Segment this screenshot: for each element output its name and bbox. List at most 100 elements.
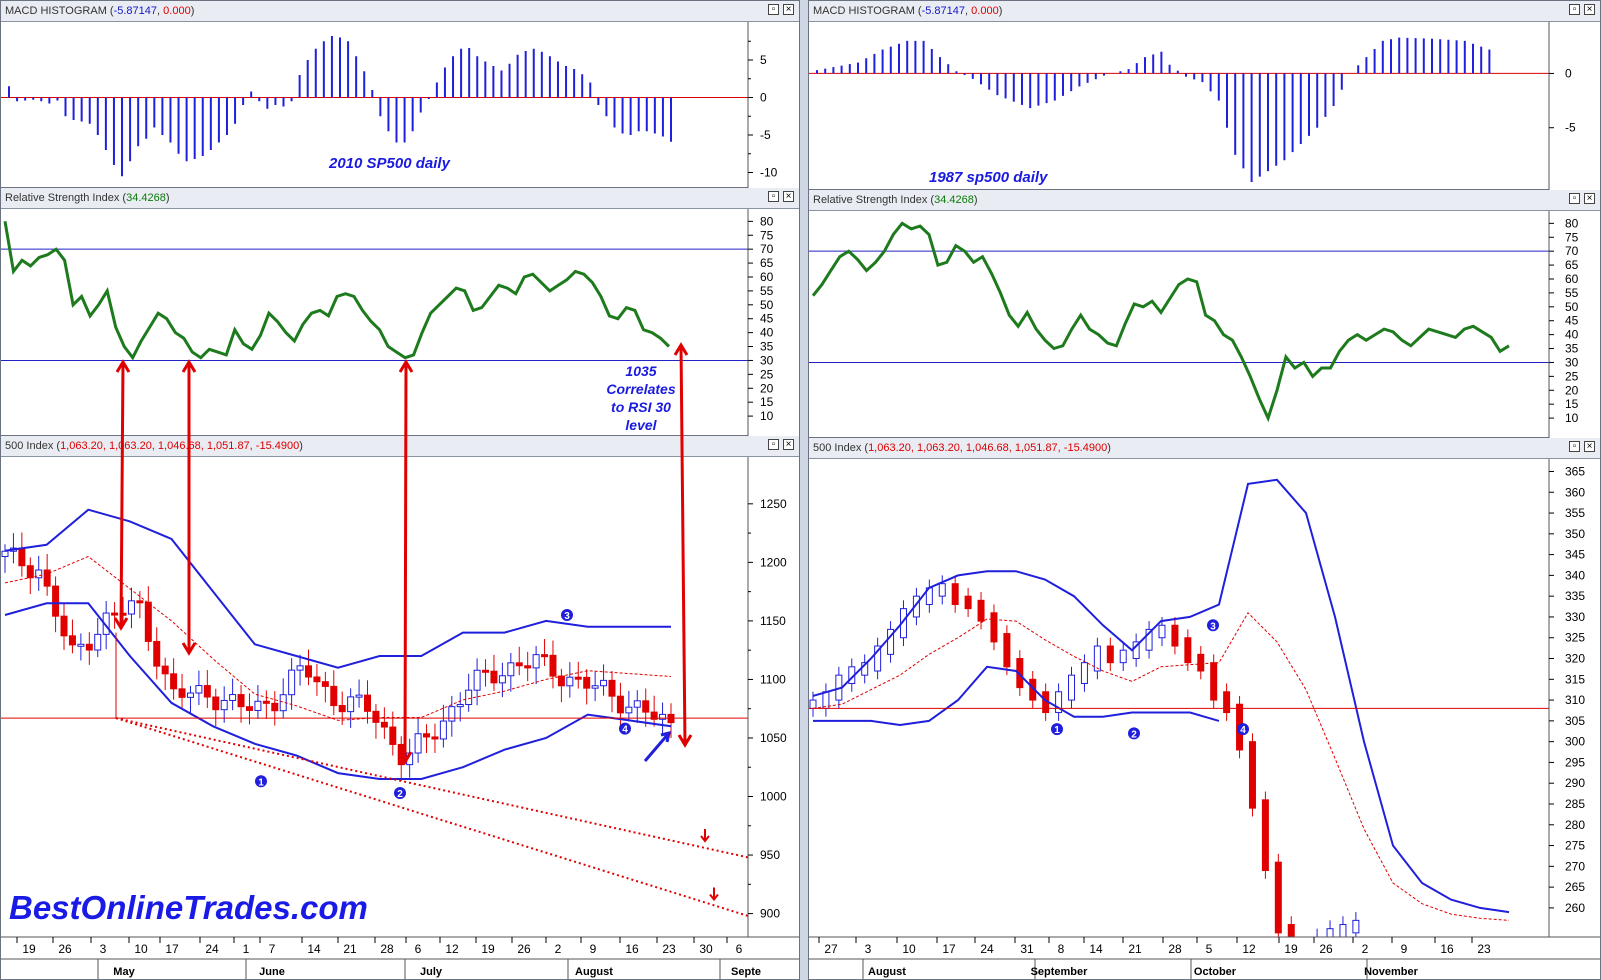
- chart-annotation-line: to RSI 30: [611, 399, 671, 415]
- date-label: 5: [1206, 942, 1213, 956]
- date-label: 17: [165, 942, 179, 956]
- y-tick-label: 15: [760, 395, 774, 409]
- candle-body: [304, 665, 312, 678]
- candle-body: [887, 628, 895, 655]
- date-label: 30: [699, 942, 713, 956]
- candle-body: [380, 721, 388, 728]
- restore-icon[interactable]: ▫: [1569, 4, 1580, 15]
- y-tick-label: 65: [1565, 258, 1579, 272]
- left-price-title: 500 Index (1,063.20, 1,063.20, 1,046.68,…: [1, 436, 799, 457]
- close-icon[interactable]: ×: [783, 4, 794, 15]
- candle-body: [616, 695, 624, 714]
- chart-annotation-line: Correlates: [606, 381, 675, 397]
- date-label: 3: [100, 942, 107, 956]
- candle-body: [874, 645, 882, 672]
- axis-strip: [1549, 22, 1600, 190]
- month-label: November: [1364, 966, 1419, 978]
- date-label: 24: [980, 942, 994, 956]
- left-price-panel: 500 Index (1,063.20, 1,063.20, 1,046.68,…: [1, 436, 799, 979]
- candle-body: [262, 700, 270, 704]
- month-label: May: [113, 966, 135, 978]
- y-tick-label: 310: [1565, 693, 1585, 707]
- y-tick-label: 260: [1565, 901, 1585, 915]
- month-label: August: [575, 966, 613, 978]
- y-tick-label: 305: [1565, 714, 1585, 728]
- date-label: 19: [1284, 942, 1298, 956]
- candle-body: [659, 713, 667, 720]
- y-tick-label: 40: [760, 326, 774, 340]
- candle-body: [990, 612, 998, 643]
- date-label: 10: [134, 942, 148, 956]
- date-label: 17: [942, 942, 956, 956]
- left-rsi-label: Relative Strength Index: [5, 192, 120, 204]
- candle-body: [288, 669, 296, 696]
- candle-body: [26, 565, 34, 579]
- candle-body: [1184, 637, 1192, 664]
- candle-body: [77, 643, 85, 647]
- y-tick-label: 270: [1565, 859, 1585, 873]
- marker-circle: [1051, 723, 1063, 736]
- close-icon[interactable]: ×: [1584, 441, 1595, 452]
- rsi-line: [811, 221, 1510, 423]
- date-label: 3: [865, 942, 872, 956]
- candle-body: [532, 654, 540, 669]
- date-label: 27: [824, 942, 838, 956]
- trendline-lower: [115, 717, 749, 917]
- candle-body: [1261, 799, 1269, 871]
- y-tick-label: -5: [1565, 121, 1576, 135]
- chart-annotation-line: level: [625, 417, 657, 433]
- restore-icon[interactable]: ▫: [1569, 193, 1580, 204]
- candle-body: [330, 685, 338, 707]
- close-icon[interactable]: ×: [1584, 4, 1595, 15]
- y-tick-label: 285: [1565, 797, 1585, 811]
- candle-body: [347, 696, 355, 713]
- candle-body: [625, 706, 633, 714]
- candle-body: [1093, 645, 1101, 672]
- bollinger-upper: [812, 478, 1510, 914]
- close-icon[interactable]: ×: [1584, 193, 1595, 204]
- candle-body: [600, 679, 608, 687]
- date-label: 16: [625, 942, 639, 956]
- candle-body: [338, 705, 346, 713]
- candle-body: [364, 694, 372, 712]
- axis-strip: [748, 22, 799, 188]
- marker-circle: [1237, 723, 1249, 736]
- y-tick-label: 75: [1565, 230, 1579, 244]
- close-icon[interactable]: ×: [783, 439, 794, 450]
- date-label: 2: [1362, 942, 1369, 956]
- date-label: 21: [1128, 942, 1142, 956]
- candle-body: [321, 681, 329, 687]
- y-tick-label: 60: [1565, 272, 1579, 286]
- candle-body: [220, 699, 228, 711]
- close-icon[interactable]: ×: [783, 191, 794, 202]
- candle-body: [456, 704, 464, 708]
- y-tick-label: 1150: [760, 614, 786, 628]
- axis-strip: [1549, 211, 1600, 438]
- right-rsi-label: Relative Strength Index: [813, 194, 928, 206]
- date-label: 9: [1401, 942, 1408, 956]
- candle-body: [1003, 633, 1011, 668]
- y-tick-label: 5: [760, 53, 767, 67]
- candle-body: [549, 654, 557, 677]
- y-tick-label: 265: [1565, 880, 1585, 894]
- restore-icon[interactable]: ▫: [1569, 441, 1580, 452]
- candle-body: [414, 733, 422, 754]
- axis-strip: [748, 457, 799, 979]
- candle-body: [1339, 924, 1347, 938]
- candle-body: [271, 702, 279, 712]
- candle-body: [178, 688, 186, 698]
- date-label: 26: [517, 942, 531, 956]
- y-tick-label: 340: [1565, 568, 1585, 582]
- month-label: Septe: [731, 966, 761, 978]
- right-macd-value: -5.87147: [921, 5, 966, 17]
- restore-icon[interactable]: ▫: [768, 439, 779, 450]
- candle-body: [111, 612, 119, 616]
- restore-icon[interactable]: ▫: [768, 191, 779, 202]
- y-tick-label: 30: [1565, 355, 1579, 369]
- chart-annotation: 2010 SP500 daily: [328, 155, 451, 172]
- restore-icon[interactable]: ▫: [768, 4, 779, 15]
- right-rsi-title: Relative Strength Index (34.4268) ▫ ×: [809, 190, 1600, 211]
